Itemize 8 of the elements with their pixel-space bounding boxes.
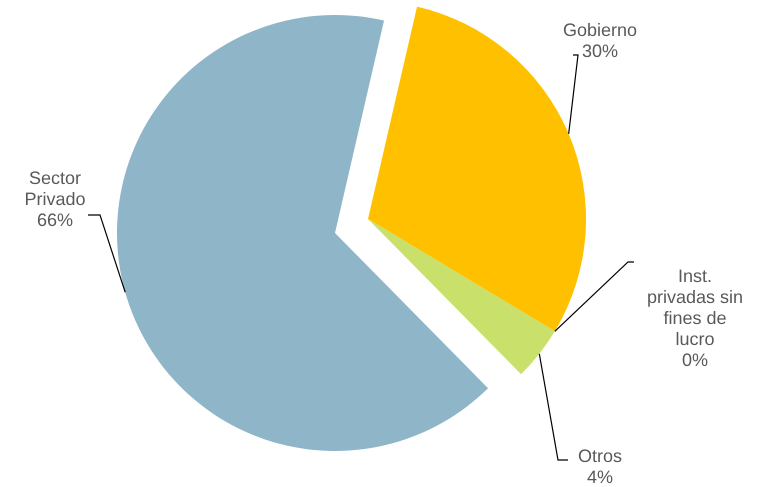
data-label: 4% (586, 467, 614, 487)
slice-label: Gobierno (562, 20, 638, 40)
data-label: 66% (36, 210, 74, 230)
data-label: 30% (582, 41, 618, 61)
category-label: Inst. privadas sin fines de lucro (646, 266, 744, 349)
slice-label: Sector Privado (24, 168, 86, 209)
slice-label: Otros (578, 446, 622, 466)
text: 0% (682, 350, 708, 370)
